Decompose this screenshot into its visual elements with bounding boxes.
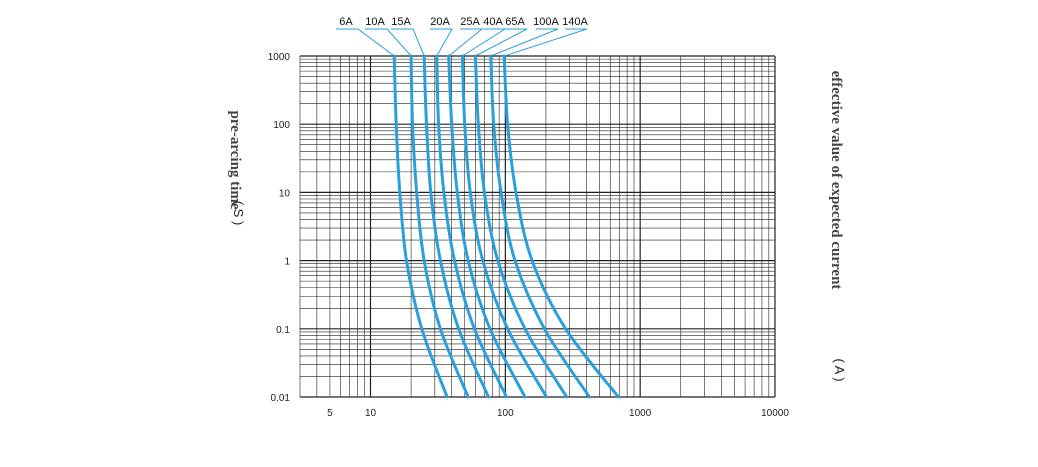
- curve-65a: [473, 54, 569, 399]
- curve-25a: [447, 54, 527, 399]
- curve-40a: [460, 54, 548, 399]
- chart-grid: [299, 55, 776, 398]
- rating-leaders: [336, 28, 588, 57]
- chart-labels: 6A 10A 15A 20A 25A 40A 65A 100A 140A 1000 100 10 1 0.…: [268, 16, 790, 419]
- chart-curves: [392, 54, 620, 399]
- curve-100a: [489, 54, 591, 399]
- rating-label: 25A: [460, 16, 480, 28]
- leader-25a: [448, 28, 484, 57]
- y-axis-unit: ( S ): [231, 201, 246, 226]
- x-axis-unit: ( A ): [832, 358, 847, 381]
- y-tick-label: 0.01: [271, 393, 291, 404]
- leader-10a: [365, 28, 412, 57]
- leader-20a: [430, 28, 453, 57]
- x-tick-label: 5: [327, 408, 333, 419]
- x-tick-label: 1000: [629, 408, 652, 419]
- x-tick-label: 10000: [761, 408, 789, 419]
- y-axis-title: pre-arcing time: [227, 110, 243, 209]
- rating-label: 100A: [533, 16, 559, 28]
- rating-label: 10A: [365, 16, 385, 28]
- curve-140a: [502, 54, 620, 399]
- curve-6a: [392, 54, 449, 399]
- leader-15a: [391, 28, 425, 57]
- leader-100a: [490, 28, 559, 57]
- leader-65a: [475, 28, 528, 57]
- x-tick-label: 100: [497, 408, 514, 419]
- y-tick-label: 10: [279, 188, 291, 199]
- x-axis-title: effective value of expected current: [828, 71, 844, 290]
- curve-10a: [409, 54, 470, 399]
- leader-6a: [336, 28, 395, 57]
- curve-20a: [435, 54, 508, 399]
- y-tick-label: 100: [273, 120, 290, 131]
- rating-label: 6A: [339, 16, 353, 28]
- rating-label: 40A: [483, 16, 503, 28]
- rating-label: 65A: [505, 16, 525, 28]
- rating-label: 20A: [430, 16, 450, 28]
- y-tick-label: 0.1: [276, 325, 290, 336]
- rating-label: 15A: [391, 16, 411, 28]
- rating-label: 140A: [562, 16, 588, 28]
- leader-140a: [504, 28, 588, 57]
- x-tick-label: 10: [365, 408, 377, 419]
- y-tick-label: 1: [284, 257, 290, 268]
- y-tick-label: 1000: [268, 52, 291, 63]
- curve-15a: [422, 54, 490, 399]
